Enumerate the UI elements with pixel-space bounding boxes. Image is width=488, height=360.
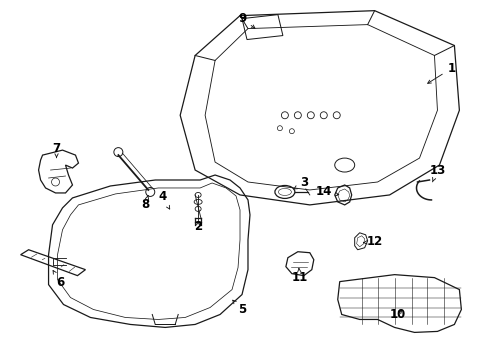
Text: 5: 5 — [232, 300, 245, 316]
Text: 1: 1 — [427, 62, 455, 84]
Text: 2: 2 — [194, 220, 202, 233]
Text: 7: 7 — [52, 141, 61, 158]
Text: 11: 11 — [291, 268, 307, 284]
Text: 13: 13 — [428, 163, 445, 182]
Text: 14: 14 — [315, 185, 338, 198]
Text: 6: 6 — [53, 270, 64, 289]
Text: 10: 10 — [388, 308, 405, 321]
Text: 12: 12 — [363, 235, 382, 248]
Text: 4: 4 — [158, 190, 169, 209]
Text: 3: 3 — [293, 176, 307, 189]
Text: 8: 8 — [141, 195, 149, 211]
Text: 9: 9 — [237, 12, 254, 28]
